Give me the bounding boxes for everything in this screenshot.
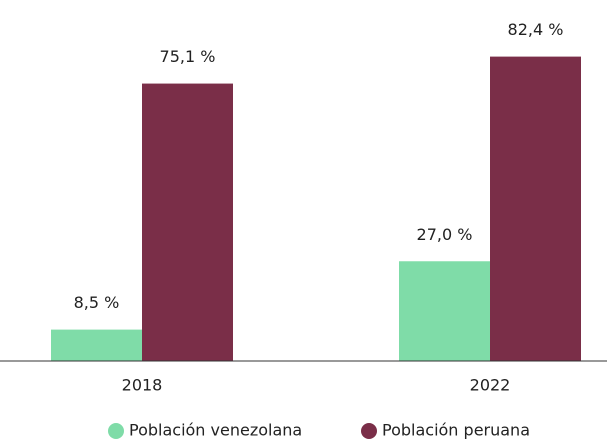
value-label: 82,4 % <box>508 20 564 39</box>
legend-swatch <box>108 423 124 439</box>
value-label: 75,1 % <box>160 47 216 66</box>
bar <box>399 261 490 361</box>
legend-label: Población peruana <box>382 421 530 439</box>
legend-label: Población venezolana <box>129 421 302 439</box>
x-tick-label: 2018 <box>122 376 163 395</box>
bar <box>51 329 142 361</box>
x-tick-label: 2022 <box>470 376 511 395</box>
bar <box>142 83 233 361</box>
value-label: 27,0 % <box>417 225 473 244</box>
value-label: 8,5 % <box>74 293 120 312</box>
bar <box>490 56 581 361</box>
legend-swatch <box>361 423 377 439</box>
